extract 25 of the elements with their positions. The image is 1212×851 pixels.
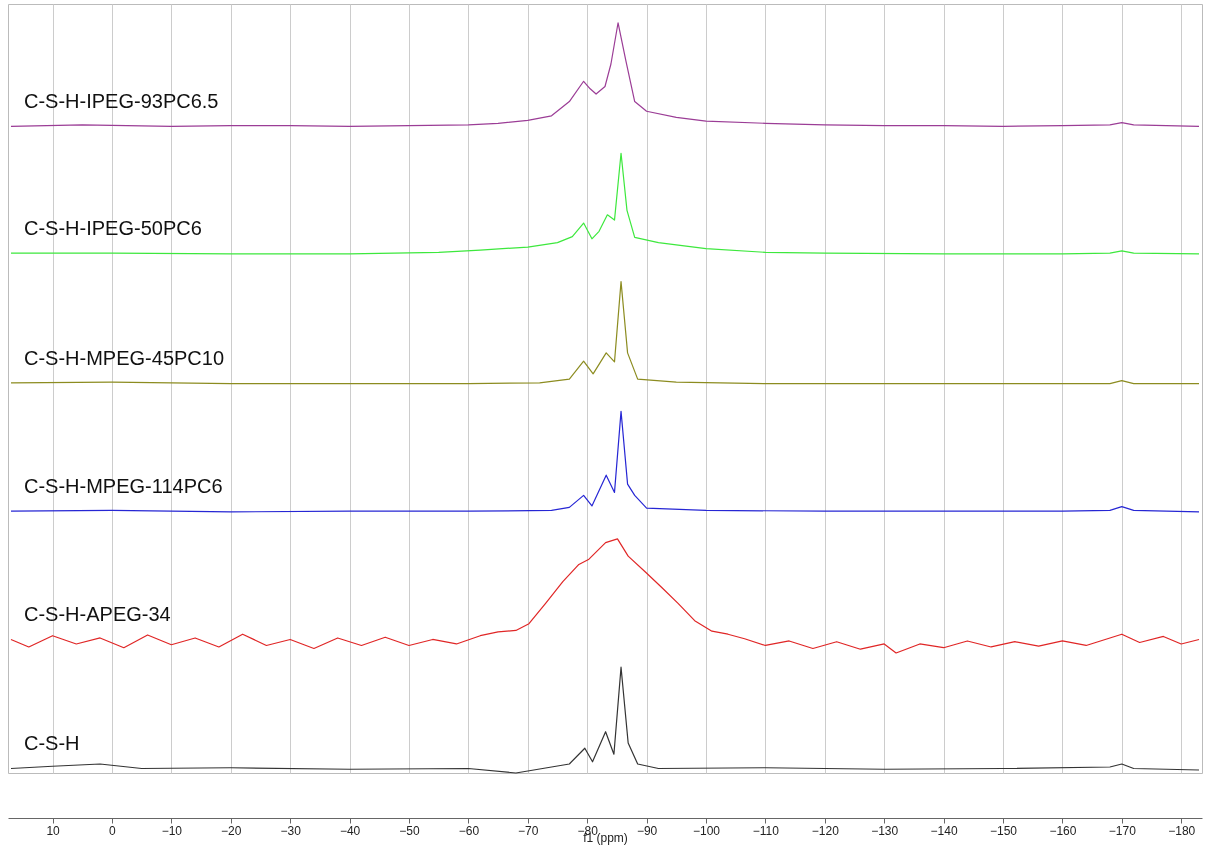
x-tick-label: −160 bbox=[1049, 823, 1077, 838]
x-tick-label: −50 bbox=[399, 823, 420, 838]
series-label: C-S-H-MPEG-45PC10 bbox=[24, 346, 225, 369]
series-label: C-S-H-IPEG-93PC6.5 bbox=[24, 90, 219, 113]
x-tick-label: −30 bbox=[280, 823, 302, 838]
x-tick-label: −90 bbox=[636, 823, 658, 838]
x-tick-label: −40 bbox=[339, 823, 361, 838]
x-tick-label: 0 bbox=[109, 823, 117, 838]
x-tick-label: −20 bbox=[221, 823, 242, 838]
x-tick-label: −10 bbox=[161, 823, 183, 838]
x-tick-label: 10 bbox=[46, 823, 61, 838]
series-label: C-S-H bbox=[24, 732, 80, 755]
x-tick-label: −120 bbox=[811, 823, 840, 838]
x-tick-label: −100 bbox=[692, 823, 721, 838]
series-label: C-S-H-MPEG-114PC6 bbox=[24, 475, 223, 498]
series-label: C-S-H-APEG-34 bbox=[24, 603, 171, 626]
x-tick-label: −150 bbox=[989, 823, 1018, 838]
x-tick-label: −110 bbox=[752, 823, 780, 838]
series-label: C-S-H-IPEG-50PC6 bbox=[24, 217, 202, 240]
x-tick-label: −170 bbox=[1108, 823, 1137, 838]
x-tick-label: −70 bbox=[518, 823, 539, 838]
x-tick-label: −60 bbox=[458, 823, 480, 838]
x-tick-label: −130 bbox=[871, 823, 899, 838]
x-tick-label: −140 bbox=[930, 823, 958, 838]
x-tick-label: −180 bbox=[1168, 823, 1196, 838]
